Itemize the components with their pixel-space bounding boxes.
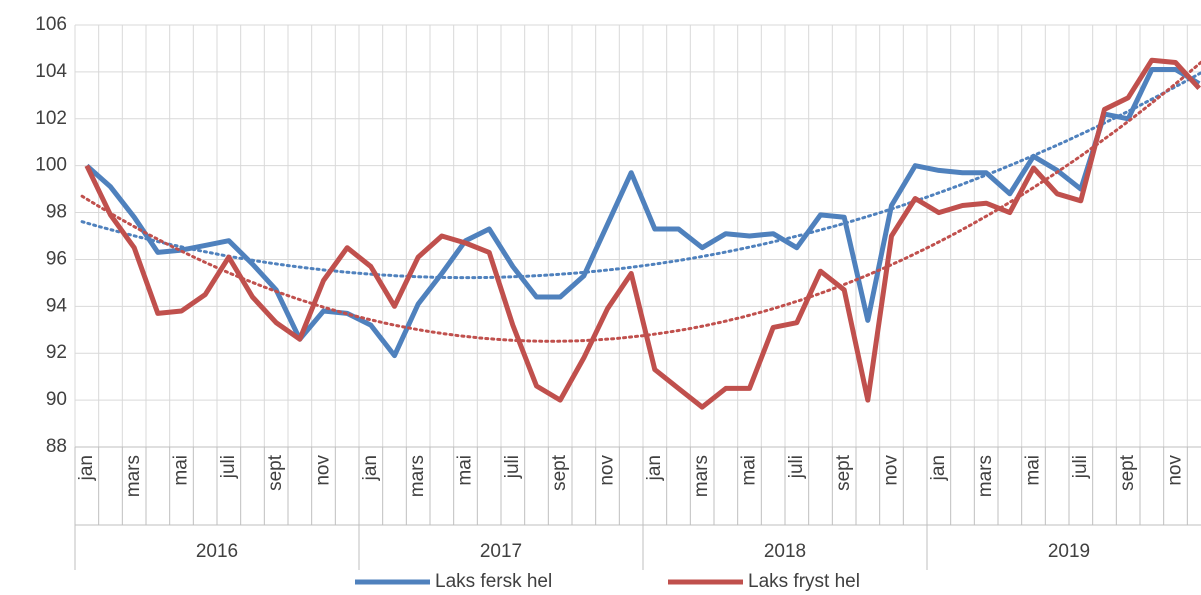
year-label: 2018 — [764, 541, 806, 562]
y-tick-label: 94 — [46, 295, 68, 316]
x-tick-label: juli — [502, 455, 523, 479]
series-line — [85, 67, 1201, 359]
trendline — [80, 71, 1201, 280]
y-tick-label: 98 — [46, 202, 67, 223]
x-tick-label: juli — [786, 455, 807, 479]
x-tick-label: juli — [1070, 455, 1091, 479]
x-tick-label: mars — [691, 455, 712, 497]
y-tick-label: 96 — [46, 248, 67, 269]
year-label: 2019 — [1048, 541, 1090, 562]
x-tick-label: sept — [265, 454, 286, 491]
year-label: 2016 — [196, 541, 238, 562]
x-tick-label: jan — [76, 455, 97, 481]
x-tick-label: nov — [881, 455, 902, 486]
x-tick-label: mai — [455, 455, 476, 486]
x-tick-label: jan — [360, 455, 381, 481]
y-tick-label: 90 — [46, 389, 67, 410]
y-tick-label: 88 — [46, 436, 67, 457]
x-tick-label: jan — [928, 455, 949, 481]
x-tick-label: nov — [313, 455, 334, 486]
x-tick-label: juli — [218, 455, 239, 479]
series-line — [84, 57, 1201, 410]
x-tick-label: mars — [975, 455, 996, 497]
y-tick-label: 106 — [35, 14, 67, 35]
x-tick-label: mars — [123, 455, 144, 497]
legend-label: Laks fryst hel — [748, 571, 860, 592]
y-tick-label: 104 — [35, 61, 67, 82]
x-tick-label: nov — [1165, 455, 1186, 486]
x-tick-label: mai — [171, 455, 192, 486]
x-tick-label: nov — [597, 455, 618, 486]
y-tick-label: 92 — [46, 342, 67, 363]
x-tick-label: mai — [739, 455, 760, 486]
x-tick-label: jan — [644, 455, 665, 481]
year-label: 2017 — [480, 541, 522, 562]
x-tick-label: mai — [1023, 455, 1044, 486]
y-tick-label: 100 — [35, 155, 67, 176]
x-tick-label: sept — [1117, 454, 1138, 491]
y-tick-label: 102 — [35, 108, 67, 129]
x-tick-label: mars — [407, 455, 428, 497]
x-tick-label: sept — [833, 454, 854, 491]
legend-label: Laks fersk hel — [435, 571, 552, 592]
x-tick-label: sept — [549, 454, 570, 491]
